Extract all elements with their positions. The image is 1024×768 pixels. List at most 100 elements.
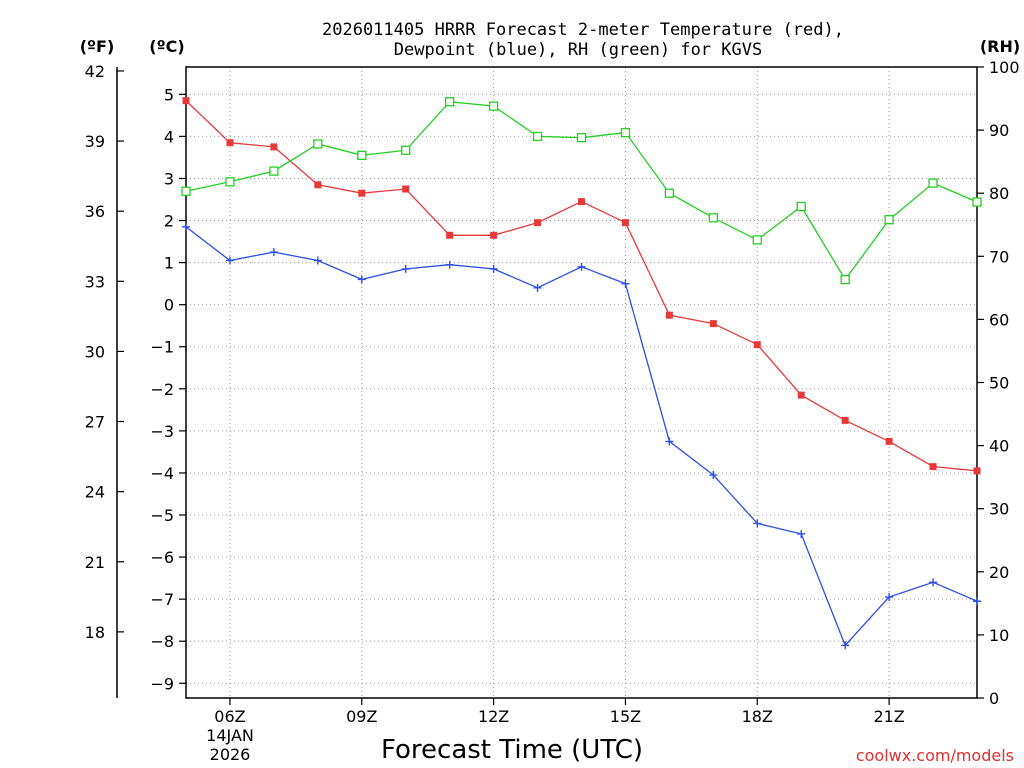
rh-point: [225, 177, 235, 187]
celsius-tick-label: −8: [150, 632, 174, 651]
temperature-point: [665, 311, 673, 319]
temperature-series-line: [185, 100, 978, 472]
x-date-line1: 14JAN: [206, 726, 254, 745]
rh-point: [708, 213, 718, 223]
dewpoint-point: [533, 283, 542, 292]
celsius-tick-label: −6: [150, 548, 174, 567]
dewpoint-point: [665, 437, 674, 446]
fahrenheit-tick-label: 33: [85, 272, 105, 291]
celsius-tick-label: 2: [164, 212, 174, 231]
temperature-point: [402, 185, 410, 193]
dewpoint-point: [225, 256, 234, 265]
dewpoint-point: [797, 529, 806, 538]
dewpoint-point: [929, 578, 938, 587]
temperature-point: [753, 341, 761, 349]
rh-point: [576, 133, 587, 143]
rh-point: [928, 178, 938, 188]
axes: 543210−1−2−3−4−5−6−7−8−94239363330272421…: [85, 58, 1020, 726]
dewpoint-point: [489, 264, 498, 273]
x-tick-label: 21Z: [873, 707, 904, 726]
temperature-point: [446, 231, 454, 239]
dewpoint-point: [973, 597, 981, 606]
temperature-point: [358, 189, 366, 197]
dewpoint-point: [709, 471, 718, 480]
temperature-point: [621, 219, 629, 227]
rh-tick-label: 60: [989, 310, 1009, 329]
fahrenheit-tick-label: 30: [85, 342, 105, 361]
rh-tick-label: 0: [989, 689, 999, 708]
grid-lines: [186, 67, 977, 698]
temperature-point: [841, 416, 849, 424]
rh-point: [664, 188, 675, 198]
dewpoint-point: [885, 593, 894, 602]
rh-point: [972, 197, 982, 207]
chart-title-line2: Dewpoint (blue), RH (green) for KGVS: [394, 40, 762, 60]
rh-point: [884, 215, 894, 225]
fahrenheit-tick-label: 36: [85, 202, 105, 221]
celsius-axis-unit: (ºC): [149, 37, 184, 56]
temperature-point: [270, 143, 278, 151]
temperature-point: [797, 391, 805, 399]
celsius-tick-label: −4: [150, 464, 174, 483]
fahrenheit-tick-label: 18: [85, 623, 105, 642]
dewpoint-series-line: [185, 226, 978, 647]
celsius-tick-label: 0: [164, 296, 174, 315]
temperature-point: [314, 181, 322, 189]
dewpoint-point: [401, 264, 410, 273]
rh-tick-label: 30: [989, 500, 1009, 519]
fahrenheit-tick-label: 24: [85, 483, 105, 502]
credit-text: coolwx.com/models: [856, 746, 1014, 765]
fahrenheit-axis-unit: (ºF): [80, 37, 115, 56]
temperature-point: [490, 231, 498, 239]
rh-point: [840, 274, 850, 285]
dewpoint-point: [753, 519, 762, 528]
celsius-tick-label: 4: [164, 127, 174, 146]
temperature-point: [578, 198, 585, 206]
fahrenheit-tick-label: 42: [85, 62, 105, 81]
celsius-tick-label: 5: [164, 85, 174, 104]
celsius-tick-label: −7: [150, 590, 174, 609]
rh-point: [752, 235, 762, 245]
rh-point: [488, 101, 499, 111]
data-series: [181, 97, 982, 650]
dewpoint-point: [357, 275, 366, 284]
fahrenheit-tick-label: 27: [85, 413, 105, 432]
rh-tick-label: 50: [989, 374, 1009, 393]
temperature-point: [709, 320, 717, 328]
rh-axis-unit: (RH): [980, 37, 1020, 56]
rh-point: [313, 139, 323, 149]
rh-point: [181, 186, 191, 196]
dewpoint-point: [621, 279, 630, 288]
celsius-tick-label: 1: [164, 254, 174, 273]
rh-point: [269, 166, 279, 176]
temperature-point: [973, 467, 981, 475]
rh-tick-label: 80: [989, 184, 1009, 203]
rh-point: [620, 127, 631, 138]
rh-point: [796, 201, 806, 212]
x-tick-label: 09Z: [346, 707, 377, 726]
rh-tick-label: 10: [989, 626, 1009, 645]
celsius-tick-label: 3: [164, 169, 174, 188]
dewpoint-point: [182, 222, 190, 231]
temperature-point: [534, 219, 542, 227]
rh-point: [401, 145, 411, 155]
rh-point: [445, 97, 455, 107]
rh-tick-label: 100: [989, 58, 1020, 77]
celsius-tick-label: −2: [150, 380, 174, 399]
x-tick-label: 15Z: [610, 707, 641, 726]
celsius-tick-label: −9: [150, 674, 174, 693]
rh-point: [357, 150, 367, 160]
dewpoint-point: [841, 641, 850, 650]
dewpoint-point: [269, 248, 278, 257]
dewpoint-point: [313, 256, 322, 265]
chart-title-line1: 2026011405 HRRR Forecast 2-meter Tempera…: [322, 20, 844, 40]
fahrenheit-tick-label: 21: [85, 553, 105, 572]
temperature-point: [182, 97, 190, 105]
rh-tick-label: 40: [989, 437, 1009, 456]
x-tick-label: 12Z: [478, 707, 509, 726]
plot-frame: [185, 66, 978, 699]
temperature-point: [929, 463, 937, 471]
x-tick-label: 18Z: [742, 707, 773, 726]
celsius-tick-label: −3: [150, 422, 174, 441]
rh-point: [532, 131, 543, 142]
